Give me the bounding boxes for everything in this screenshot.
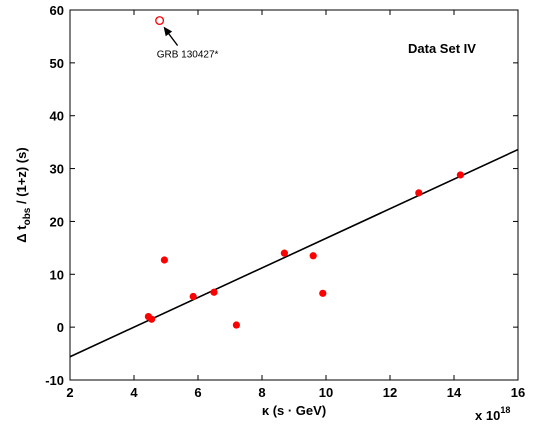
- axis-tick-labels: 2 4 6 8 10 12 14 16 -10 0 10 20 30 40 50 60: [45, 3, 525, 400]
- y-tick-label: 50: [50, 56, 64, 71]
- y-tick-label: 20: [50, 214, 64, 229]
- data-point: [210, 288, 218, 296]
- x-tick-label: 2: [66, 385, 73, 400]
- y-label-post: / (1+z) (s): [14, 147, 29, 207]
- y-tick-label: -10: [45, 373, 64, 388]
- data-point: [232, 321, 240, 329]
- plot-area: [69, 9, 519, 381]
- x-tick-label: 4: [130, 385, 138, 400]
- x-scale-exponent: 18: [500, 405, 510, 415]
- data-points: [144, 171, 464, 329]
- x-tick-label: 14: [447, 385, 462, 400]
- axis-ticks: [69, 9, 519, 381]
- x-tick-label: 8: [258, 385, 265, 400]
- data-point: [160, 256, 168, 264]
- outlier-point: [155, 16, 165, 26]
- y-tick-label: 10: [50, 267, 64, 282]
- annotation-group: GRB 130427*: [155, 16, 219, 61]
- x-tick-label: 16: [511, 385, 525, 400]
- y-label-pre: Δ t: [14, 225, 29, 243]
- y-tick-label: 60: [50, 3, 64, 18]
- y-label-sub: obs: [22, 207, 33, 225]
- y-tick-label: 0: [57, 320, 64, 335]
- x-scale-factor: x 1018: [475, 405, 510, 423]
- y-tick-label: 30: [50, 162, 64, 177]
- x-tick-label: 10: [319, 385, 333, 400]
- data-point: [148, 315, 156, 323]
- data-point: [319, 289, 327, 297]
- fit-line-group: [69, 148, 519, 358]
- y-axis-label: Δ tobs / (1+z) (s): [14, 147, 33, 242]
- x-tick-label: 12: [383, 385, 397, 400]
- annotation-arrow-head: [163, 26, 173, 37]
- fit-line: [69, 148, 519, 358]
- data-point: [189, 292, 197, 301]
- data-point: [309, 252, 317, 260]
- y-tick-label: 40: [50, 109, 64, 124]
- x-axis-label: κ (s · GeV): [262, 403, 326, 418]
- outlier-label: GRB 130427*: [157, 50, 219, 61]
- dataset-label: Data Set IV: [408, 41, 476, 56]
- data-point: [280, 249, 288, 257]
- data-point: [456, 171, 464, 179]
- x-tick-label: 6: [194, 385, 201, 400]
- x-scale-base: x 10: [475, 408, 500, 423]
- data-point: [415, 189, 423, 197]
